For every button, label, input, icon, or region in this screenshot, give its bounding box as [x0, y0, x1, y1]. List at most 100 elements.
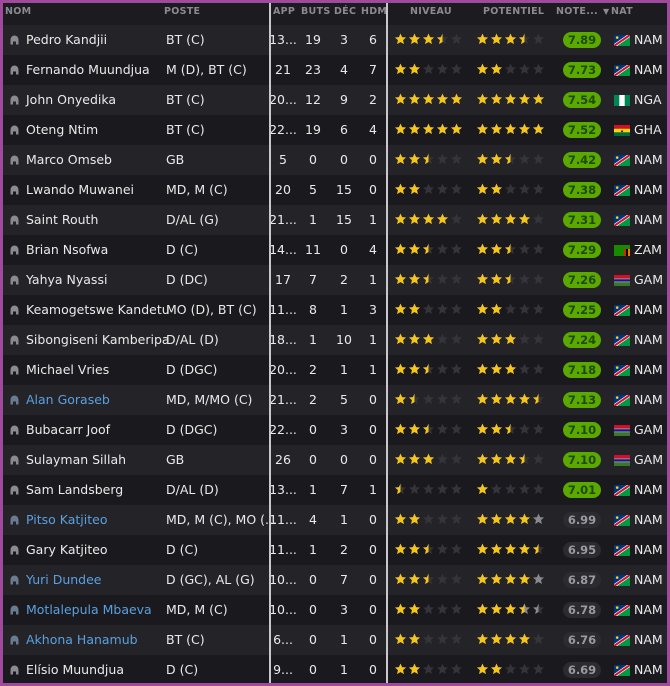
col-note[interactable]: NOTE...	[556, 6, 598, 17]
star-icon	[477, 363, 488, 374]
player-name[interactable]: Michael Vries	[26, 362, 110, 377]
player-name[interactable]: Pitso Katjiteo	[26, 512, 108, 527]
player-goals: 1	[309, 212, 317, 227]
player-row[interactable]: Pitso Katjiteo MD, M (C), MO (... 11... …	[3, 505, 667, 535]
star-icon	[437, 483, 448, 494]
player-name[interactable]: Oteng Ntim	[26, 122, 99, 137]
player-name[interactable]: Elísio Muundjua	[26, 662, 124, 677]
star-icon	[437, 213, 448, 224]
player-name[interactable]: Bubacarr Joof	[26, 422, 111, 437]
player-row[interactable]: Fernando Muundjua M (D), BT (C) 21 23 4 …	[3, 55, 667, 85]
player-name[interactable]: Keamogetswe Kandetu	[26, 302, 170, 317]
player-assists: 1	[340, 362, 348, 377]
player-row[interactable]: Michael Vries D (DGC) 20... 2 1 1	[3, 355, 667, 385]
star-icon	[519, 423, 530, 434]
star-icon	[533, 333, 544, 344]
player-name[interactable]: Motlalepula Mbaeva	[26, 602, 152, 617]
player-row[interactable]: Brian Nsofwa D (C) 14... 11 0 4	[3, 235, 667, 265]
player-name[interactable]: Yuri Dundee	[26, 572, 102, 587]
player-row[interactable]: Elísio Muundjua D (C) 9... 0 1 0	[3, 655, 667, 683]
star-icon	[423, 363, 434, 374]
star-icon	[451, 63, 462, 74]
col-poste[interactable]: POSTE	[164, 6, 201, 17]
player-row[interactable]: Keamogetswe Kandetu MO (D), BT (C) 11...…	[3, 295, 667, 325]
star-icon	[423, 513, 434, 524]
col-nat[interactable]: NAT	[611, 6, 633, 17]
player-row[interactable]: Yahya Nyassi D (DC) 17 7 2 1	[3, 265, 667, 295]
person-icon	[9, 185, 20, 195]
current-ability-stars	[394, 483, 463, 495]
star-icon	[409, 543, 420, 554]
player-name[interactable]: Pedro Kandjii	[26, 32, 108, 47]
col-dec[interactable]: DÉC	[334, 6, 357, 17]
star-icon	[437, 393, 448, 404]
col-nom[interactable]: NOM	[5, 6, 32, 17]
player-name[interactable]: Saint Routh	[26, 212, 99, 227]
player-position: MD, M (C), MO (...	[166, 512, 277, 527]
player-name[interactable]: Gary Katjiteo	[26, 542, 108, 557]
flag-nam-icon	[614, 485, 630, 496]
star-icon	[423, 663, 434, 674]
player-row[interactable]: Alan Goraseb MD, M/MO (C) 21... 2 5 0	[3, 385, 667, 415]
col-niveau[interactable]: NIVEAU	[410, 6, 452, 17]
player-row[interactable]: Motlalepula Mbaeva MD, M (C) 10... 0 3 0	[3, 595, 667, 625]
player-name[interactable]: Lwando Muwanei	[26, 182, 135, 197]
player-motm: 0	[369, 602, 377, 617]
col-app[interactable]: APP	[273, 6, 296, 17]
star-icon	[505, 303, 516, 314]
player-name[interactable]: Yahya Nyassi	[26, 272, 108, 287]
star-icon	[423, 123, 434, 134]
star-icon	[451, 333, 462, 344]
star-icon	[395, 123, 406, 134]
player-name[interactable]: Marco Omseb	[26, 152, 112, 167]
player-goals: 0	[309, 152, 317, 167]
average-rating-badge: 7.73	[563, 62, 601, 78]
col-hdm[interactable]: HDM	[361, 6, 388, 17]
player-row[interactable]: Gary Katjiteo D (C) 11... 1 2 0	[3, 535, 667, 565]
player-name[interactable]: Fernando Muundjua	[26, 62, 150, 77]
col-buts[interactable]: BUTS	[301, 6, 331, 17]
player-row[interactable]: Sulayman Sillah GB 26 0 0 0	[3, 445, 667, 475]
player-row[interactable]: Saint Routh D/AL (G) 21... 1 15 1	[3, 205, 667, 235]
player-row[interactable]: Sam Landsberg D/AL (D) 13... 1 7 1	[3, 475, 667, 505]
player-row[interactable]: John Onyedika BT (C) 20... 12 9 2	[3, 85, 667, 115]
person-icon	[9, 35, 20, 45]
player-name[interactable]: Sulayman Sillah	[26, 452, 127, 467]
player-name[interactable]: John Onyedika	[26, 92, 117, 107]
player-name[interactable]: Akhona Hanamub	[26, 632, 138, 647]
star-icon	[533, 363, 544, 374]
table-header: NOM POSTE APP BUTS DÉC HDM NIVEAU POTENT…	[3, 3, 667, 25]
potential-ability-stars	[476, 543, 545, 555]
player-row[interactable]: Bubacarr Joof D (DGC) 22... 0 3 0	[3, 415, 667, 445]
col-potentiel[interactable]: POTENTIEL	[483, 6, 545, 17]
column-divider[interactable]	[386, 3, 388, 683]
potential-ability-stars	[476, 93, 545, 105]
player-row[interactable]: Oteng Ntim BT (C) 22... 19 6 4	[3, 115, 667, 145]
player-row[interactable]: Akhona Hanamub BT (C) 6... 0 1 0	[3, 625, 667, 655]
star-icon	[505, 573, 516, 584]
average-rating-badge: 7.31	[563, 212, 601, 228]
player-row[interactable]: Pedro Kandjii BT (C) 13... 19 3 6	[3, 25, 667, 55]
star-icon	[437, 153, 448, 164]
player-row[interactable]: Marco Omseb GB 5 0 0 0	[3, 145, 667, 175]
average-rating-badge: 7.13	[563, 392, 601, 408]
player-goals: 19	[305, 122, 321, 137]
player-nationality: NAM	[634, 62, 663, 77]
player-row[interactable]: Lwando Muwanei MD, M (C) 20 5 15 0	[3, 175, 667, 205]
player-row[interactable]: Yuri Dundee D (GC), AL (G) 10... 0 7 0	[3, 565, 667, 595]
player-goals: 1	[309, 482, 317, 497]
current-ability-stars	[394, 573, 463, 585]
player-row[interactable]: Sibongiseni Kamberipa D/AL (D) 18... 1 1…	[3, 325, 667, 355]
player-name[interactable]: Sibongiseni Kamberipa	[26, 332, 170, 347]
star-icon	[395, 63, 406, 74]
star-icon	[491, 273, 502, 284]
star-icon	[395, 33, 406, 44]
potential-ability-stars	[476, 63, 545, 75]
player-name[interactable]: Brian Nsofwa	[26, 242, 109, 257]
player-name[interactable]: Alan Goraseb	[26, 392, 110, 407]
player-nationality: NAM	[634, 392, 663, 407]
person-icon	[9, 395, 20, 405]
column-divider[interactable]	[269, 3, 271, 683]
player-name[interactable]: Sam Landsberg	[26, 482, 124, 497]
player-assists: 0	[340, 242, 348, 257]
